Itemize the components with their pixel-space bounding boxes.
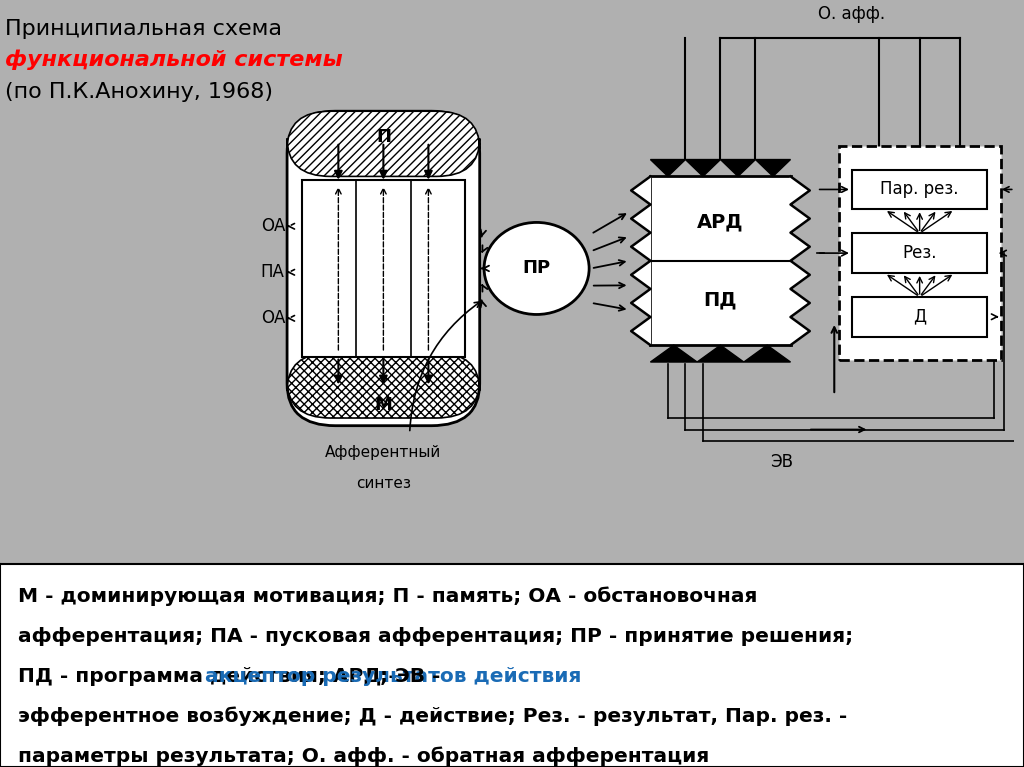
Text: Афферентный: Афферентный [326,445,441,460]
Bar [301,180,465,357]
FancyBboxPatch shape [287,111,479,176]
FancyBboxPatch shape [839,146,1000,360]
Bar [650,176,791,345]
Bar [852,297,987,337]
Text: ОА: ОА [261,309,286,328]
Text: Пар. рез.: Пар. рез. [881,180,958,199]
Text: функциональной системы: функциональной системы [5,50,343,71]
Text: ПД - программа действия; АРД -: ПД - программа действия; АРД - [18,667,404,686]
Text: ОА: ОА [261,217,286,235]
Circle shape [484,222,589,314]
FancyBboxPatch shape [287,111,479,426]
Text: М - доминирующая мотивация; П - память; ОА - обстановочная: М - доминирующая мотивация; П - память; … [18,587,758,607]
Text: ; ЭВ -: ; ЭВ - [380,667,440,686]
Text: П: П [376,127,391,146]
FancyBboxPatch shape [287,353,479,418]
Polygon shape [697,345,743,362]
Text: акцептор результатов действия: акцептор результатов действия [206,667,582,686]
Text: ПА: ПА [261,263,285,281]
Text: параметры результата; О. афф. - обратная афферентация: параметры результата; О. афф. - обратная… [18,746,710,766]
Text: эфферентное возбуждение; Д - действие; Рез. - результат, Пар. рез. -: эфферентное возбуждение; Д - действие; Р… [18,706,848,726]
Bar [852,233,987,273]
Polygon shape [721,160,756,176]
Text: афферентация; ПА - пусковая афферентация; ПР - принятие решения;: афферентация; ПА - пусковая афферентация… [18,627,854,646]
Polygon shape [756,160,791,176]
Polygon shape [631,176,650,345]
Text: ПР: ПР [522,259,551,278]
Text: Принципиальная схема: Принципиальная схема [5,19,283,39]
Polygon shape [650,160,685,176]
Text: АРД: АРД [697,212,743,232]
Bar [852,170,987,209]
Polygon shape [791,176,810,345]
Text: О. афф.: О. афф. [818,5,886,23]
Text: М: М [375,396,392,413]
Text: Рез.: Рез. [902,244,937,262]
Text: ПД: ПД [703,290,737,309]
Polygon shape [650,345,697,362]
Text: синтез: синтез [356,476,411,491]
Text: Д: Д [913,308,926,326]
Text: (по П.К.Анохину, 1968): (по П.К.Анохину, 1968) [5,82,273,102]
Text: ЭВ: ЭВ [770,453,794,470]
Polygon shape [743,345,791,362]
Polygon shape [685,160,721,176]
